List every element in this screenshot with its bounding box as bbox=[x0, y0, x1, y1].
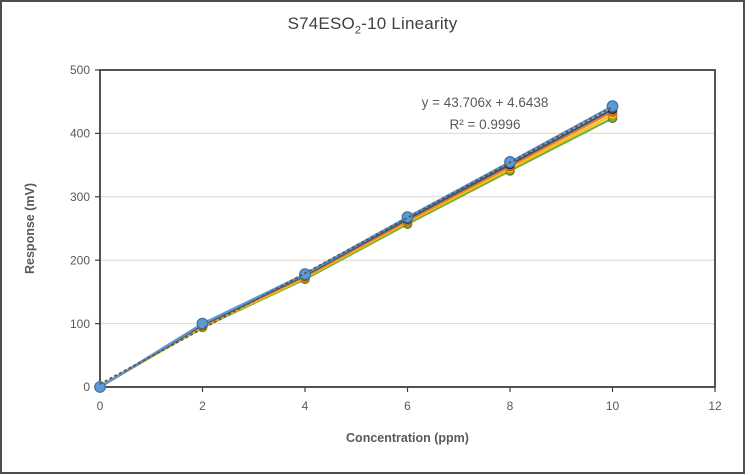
data-point-s1-x0 bbox=[94, 381, 106, 393]
chart-title-subscript: 2 bbox=[354, 24, 362, 37]
y-tick-label-0: 0 bbox=[83, 380, 90, 394]
series-line-4 bbox=[98, 113, 614, 388]
x-tick-label-4: 4 bbox=[302, 399, 309, 413]
x-tick-label-8: 8 bbox=[507, 399, 514, 413]
x-axis-title: Concentration (ppm) bbox=[346, 431, 469, 445]
trendline-equation-label: y = 43.706x + 4.6438 R² = 0.9996 bbox=[370, 92, 600, 136]
x-tick-label-6: 6 bbox=[404, 399, 411, 413]
chart-title-suffix: -10 Linearity bbox=[361, 14, 458, 33]
y-axis-title: Response (mV) bbox=[23, 183, 37, 274]
series-line-3 bbox=[98, 110, 614, 389]
y-tick-label-400: 400 bbox=[70, 127, 90, 141]
series-line-2 bbox=[98, 108, 614, 389]
chart-title: S74ESO2-10 Linearity bbox=[2, 14, 743, 36]
trendline-equation: y = 43.706x + 4.6438 bbox=[421, 95, 549, 110]
x-tick-label-0: 0 bbox=[97, 399, 104, 413]
y-tick-label-200: 200 bbox=[70, 253, 90, 267]
y-tick-label-500: 500 bbox=[70, 63, 90, 77]
x-tick-label-12: 12 bbox=[708, 399, 722, 413]
data-point-s1-x6 bbox=[401, 211, 414, 223]
y-tick-label-300: 300 bbox=[70, 190, 90, 204]
x-tick-label-10: 10 bbox=[606, 399, 620, 413]
series-line-5 bbox=[98, 117, 614, 388]
chart-title-text: S74ESO bbox=[287, 14, 355, 33]
y-tick-label-100: 100 bbox=[70, 317, 90, 331]
series-line-1 bbox=[98, 105, 614, 389]
trendline-r-squared: R² = 0.9996 bbox=[449, 117, 521, 132]
x-tick-label-2: 2 bbox=[199, 399, 206, 413]
